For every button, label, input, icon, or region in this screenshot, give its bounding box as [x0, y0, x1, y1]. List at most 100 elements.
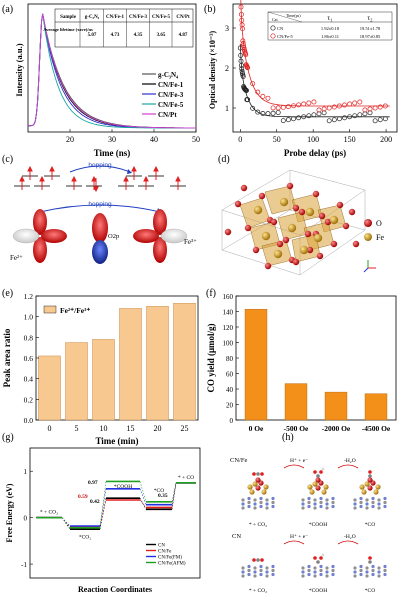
h-top-ads-o1-0 [252, 472, 256, 476]
h-bot-atom-0-1-0 [241, 570, 245, 574]
h-bot-ads-o2-0 [260, 558, 264, 562]
h-top-label-1: *COOH [309, 522, 327, 528]
h-top-cluster-0-2 [261, 489, 267, 495]
h-top-atom-0-1-3 [259, 500, 263, 505]
h-top-atom-0-1-1 [247, 500, 251, 505]
fe-atom-7 [273, 249, 283, 259]
o-atom-9 [342, 222, 350, 230]
panel-h-title-top: CN/Fe [230, 457, 247, 464]
fe2-orbital-icon [12, 209, 67, 263]
panel-e-ylabel: Peak area ratio [2, 328, 12, 387]
h-top-atom-2-2-0 [353, 506, 357, 510]
b-point-0-30 [296, 115, 302, 121]
fe-atom-5 [287, 223, 297, 233]
g-connector-2-2 [99, 488, 107, 527]
g-annotation-2: 0.42 [90, 499, 100, 505]
o-atom-27 [352, 240, 360, 248]
a-legend-label-4: CN/Pt [158, 111, 177, 119]
a-table-header-4: CN/Fe-5 [152, 15, 171, 20]
a-table-header-0: Sample [60, 15, 77, 20]
h-bot-atom-2-2-5 [383, 572, 387, 577]
h-bot-ads-c-1 [316, 560, 320, 564]
b-ytick-label-2: 3 [225, 24, 229, 33]
b-point-0-41 [352, 113, 358, 119]
b-point-1-32 [306, 100, 312, 106]
b-point-1-33 [311, 99, 317, 105]
f-bar-0 [244, 308, 268, 421]
h-top-atom-0-1-4 [265, 502, 269, 506]
h-top-label-0: * + CO₂ [249, 522, 267, 528]
a-table-value-3: 3.65 [157, 33, 166, 38]
a-legend-label-1: CN/Fe-1 [158, 81, 184, 89]
a-table-value-2: 4.35 [134, 33, 143, 38]
a-table-value-4: 4.87 [179, 33, 188, 38]
f-bar-2 [324, 391, 348, 421]
panel-g-xlabel: Reaction Coordinates [78, 585, 152, 594]
panel-label-h: (h) [282, 432, 294, 443]
panel-f-ylabel: CO yield (μmol/g) [206, 323, 216, 392]
o-atom-4 [286, 182, 294, 190]
o2p-orbital-icon [92, 213, 108, 264]
h-bot-atom-1-0-3 [319, 564, 323, 569]
b-point-1-36 [326, 105, 332, 111]
fe-atom-6 [313, 233, 323, 243]
a-table-row-label: Average lifetime (τave)/ns [43, 27, 93, 32]
panel-a-xlabel: Time (ns) [94, 148, 131, 158]
h-top-cluster-0-3 [252, 481, 258, 487]
h-top-structure-2 [353, 470, 387, 510]
h-bot-atom-0-1-5 [271, 568, 275, 573]
h-top-atom-1-2-5 [331, 504, 335, 509]
e-xtick-label-1: 5 [75, 424, 79, 433]
h-bot-label-0: * + CO₂ [249, 588, 267, 594]
f-xtick-label-0: 0 Oe [249, 424, 264, 433]
b-point-1-26 [275, 105, 281, 111]
h-top-atom-2-2-5 [383, 504, 387, 509]
h-top-cluster-0-1 [255, 485, 261, 491]
h-bot-ads-o-2 [368, 556, 372, 560]
panel-e-bars [38, 303, 196, 421]
b-point-1-30 [296, 102, 302, 108]
h-top-cluster-2-2 [373, 489, 379, 495]
h-bot-structure-1 [301, 553, 335, 578]
b-point-0-17 [244, 88, 249, 93]
panel-b: (b) 0 50 100 150 200 1 2 3 Probe delay (ps) Opt… [204, 0, 398, 158]
h-top-atom-0-1-2 [253, 502, 257, 506]
g-connector-0-3 [139, 498, 147, 510]
h-bot-atom-1-2-3 [319, 572, 323, 577]
panel-g-axes [29, 447, 201, 579]
h-bot-atom-0-2-5 [271, 572, 275, 577]
a-legend-label-3: CN/Fe-5 [158, 101, 184, 109]
h-top-atom-1-0-2 [313, 498, 317, 502]
h-top-label-2: *CO [365, 522, 375, 528]
a-legend-label-2: CN/Fe-3 [158, 91, 184, 99]
h-bot-atom-0-2-3 [259, 572, 263, 577]
h-top-atom-1-2-0 [301, 506, 305, 510]
b-xtick-label-4: 200 [380, 135, 392, 144]
b-point-1-35 [321, 106, 327, 112]
o-atom-10 [270, 218, 278, 226]
h-top-cluster-1-7 [315, 477, 321, 483]
h-top-atom-2-2-3 [371, 504, 375, 509]
h-top-atom-2-2-1 [359, 504, 363, 509]
panel-a-ylabel: Intensity (a.u.) [14, 43, 24, 96]
decay-curve-4 [28, 13, 196, 129]
b-point-1-43 [362, 107, 368, 113]
b-xtick-label-1: 50 [273, 135, 281, 144]
a-table-value-1: 4.73 [111, 33, 120, 38]
b-point-1-28 [285, 104, 291, 110]
f-ytick-label-8: 160 [223, 293, 234, 301]
b-point-0-39 [342, 115, 347, 121]
o-atom-18 [282, 236, 290, 244]
b-point-1-41 [352, 100, 358, 106]
b-point-0-38 [336, 116, 342, 122]
h-bot-atom-0-2-2 [253, 574, 257, 578]
b-point-0-42 [357, 112, 363, 118]
b-point-0-27 [280, 118, 286, 124]
b-point-0-47 [382, 116, 388, 122]
panel-d: (d) O Fe [218, 154, 384, 276]
a-table-header-1: g-C₃N₄ [85, 15, 100, 20]
fe2-label: Fe²⁺ [10, 254, 23, 262]
h-top-cluster-1-2 [321, 489, 327, 495]
o-atom-11 [276, 240, 284, 248]
